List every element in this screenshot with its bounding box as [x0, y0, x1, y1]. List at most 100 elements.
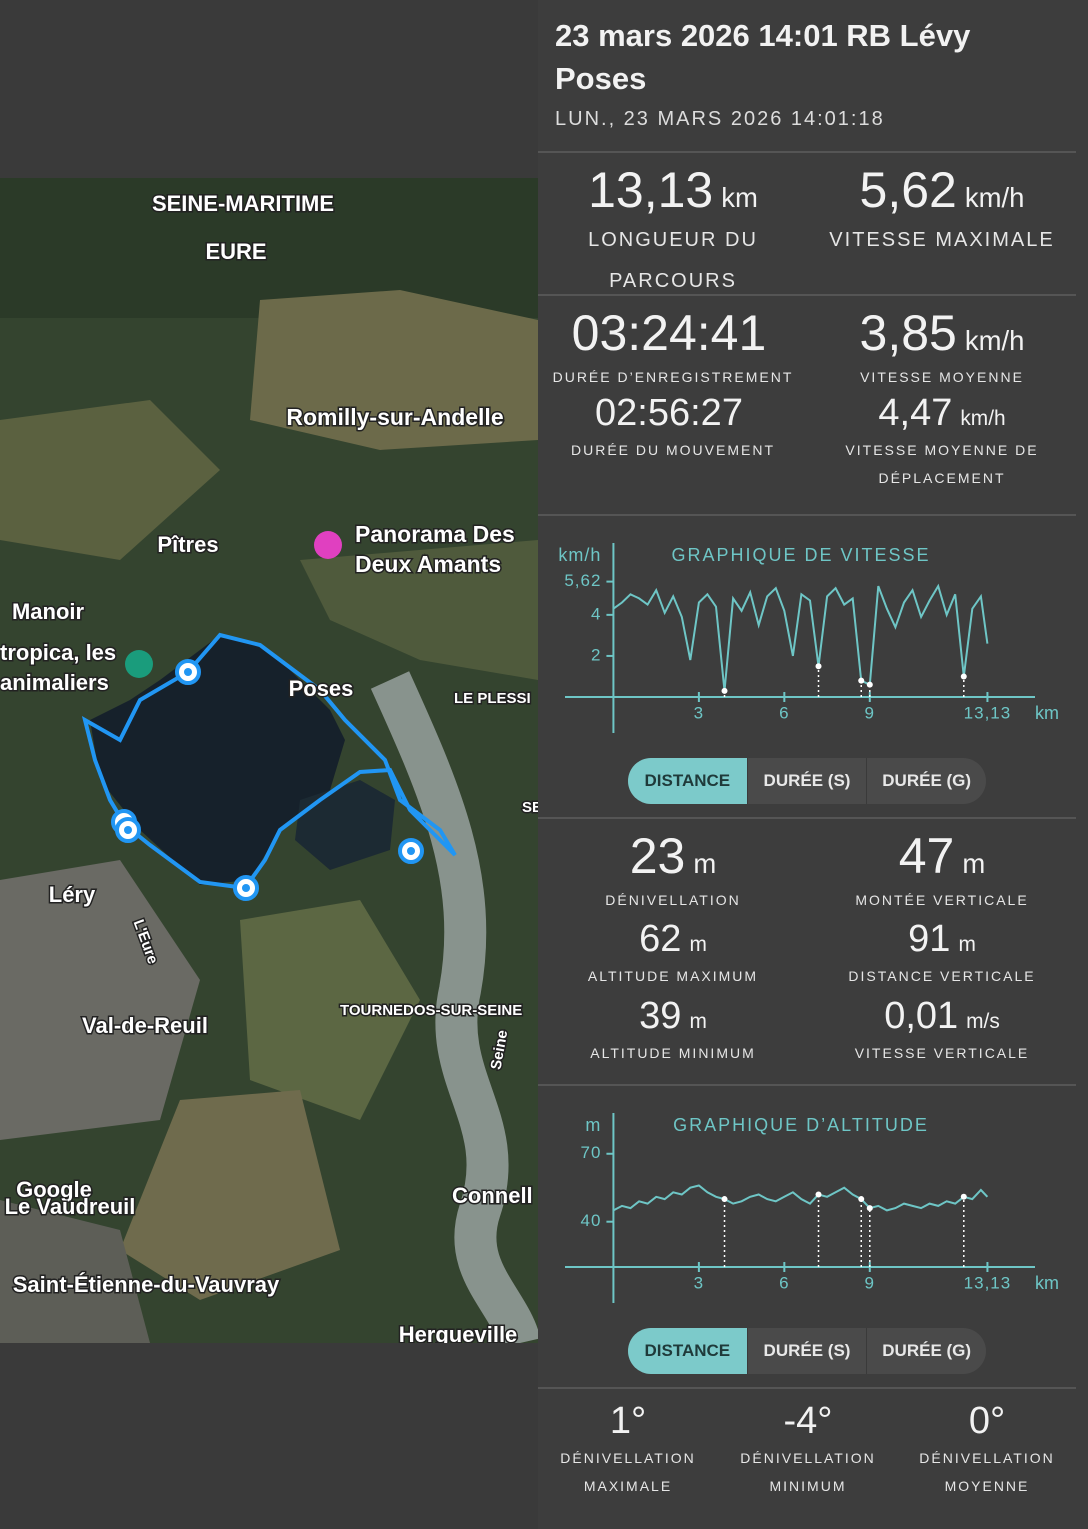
stat: 02:56:27 DURÉE DU MOUVEMENT: [523, 392, 823, 464]
stat-unit: m: [689, 933, 707, 956]
x-tick-label: 9: [865, 703, 875, 722]
pause-dot: [721, 687, 728, 694]
stat-value-row: 23 m: [523, 828, 823, 886]
stat-value: 62: [639, 918, 682, 960]
pause-dot: [866, 681, 873, 688]
stat-value: 23: [629, 828, 686, 884]
chart-title: GRAPHIQUE D’ALTITUDE: [673, 1115, 929, 1135]
stat-value-row: 3,85 km/h: [792, 305, 1088, 363]
stat-value-row: 91 m: [792, 918, 1088, 962]
stat-value-row: 62 m: [523, 918, 823, 962]
stat-value-row: 0,01 m/s: [792, 995, 1088, 1039]
pause-dot: [866, 1205, 873, 1212]
stat-value: 47: [898, 828, 955, 884]
y-axis-label: m: [585, 1115, 601, 1135]
stat-label: DÉNIVELLATION MOYENNE: [919, 1449, 1055, 1495]
x-axis-label: km: [1035, 1273, 1059, 1293]
stat: 4,47 km/h VITESSE MOYENNE DE DÉPLACEMENT: [792, 392, 1088, 493]
map-label: Hergueville: [399, 1322, 518, 1347]
toggle-button[interactable]: DISTANCE: [628, 1328, 747, 1374]
stat-label: VITESSE VERTICALE: [854, 1044, 1030, 1061]
stat-label: VITESSE MAXIMALE: [829, 228, 1055, 251]
map-label: Manoir: [12, 599, 85, 624]
toggle-group: DISTANCE DURÉE (S) DURÉE (G): [628, 1328, 986, 1374]
stat-unit: km/h: [964, 325, 1025, 356]
stat: 39 m ALTITUDE MINIMUM: [523, 995, 823, 1067]
x-tick-label: 13,13: [964, 1273, 1012, 1292]
stat-label: DÉNIVELLATION MINIMUM: [740, 1449, 876, 1495]
stat-unit: m: [693, 848, 717, 879]
stat-value: 4,47: [878, 392, 953, 434]
map-label: tropica, les: [0, 640, 116, 665]
toggle-button[interactable]: DURÉE (S): [746, 758, 867, 804]
toggle-group: DISTANCE DURÉE (S) DURÉE (G): [628, 758, 986, 804]
pause-dot: [858, 677, 865, 684]
x-tick-label: 13,13: [964, 703, 1012, 722]
toggle-button[interactable]: DURÉE (G): [866, 758, 986, 804]
stat-value-row: 47 m: [792, 828, 1088, 886]
map-label: SE: [522, 799, 542, 816]
stat-value: 3,85: [859, 305, 957, 361]
stat-label: VITESSE MOYENNE: [860, 368, 1024, 385]
stat-value-row: 13,13 km: [523, 162, 823, 220]
stat-value-row: 0°: [837, 1400, 1088, 1444]
map-label: Panorama Des: [355, 521, 515, 547]
stat-value: 0,01: [884, 995, 959, 1037]
map-label: Google: [16, 1177, 92, 1202]
stat-value: 03:24:41: [571, 305, 767, 361]
stat-value-row: 5,62 km/h: [792, 162, 1088, 220]
stat: 0° DÉNIVELLATION MOYENNE: [837, 1400, 1088, 1501]
pause-dot: [815, 1191, 822, 1198]
stat: 13,13 km LONGUEUR DU PARCOURS: [523, 162, 823, 302]
map-label: Romilly-sur-Andelle: [286, 404, 503, 430]
stat-value-row: 02:56:27: [523, 392, 823, 436]
data-line: [612, 1184, 989, 1212]
stat: 47 m MONTÉE VERTICALE: [792, 828, 1088, 914]
x-tick-label: 6: [779, 703, 789, 722]
subtitle: LUN., 23 MARS 2026 14:01:18: [555, 108, 885, 130]
stat-label: DÉNIVELLATION: [605, 891, 741, 908]
stat-value-row: 4,47 km/h: [792, 392, 1088, 436]
title: 23 mars 2026 14:01 RB Lévy Poses: [555, 18, 971, 96]
map-label: EURE: [205, 239, 266, 264]
data-line: [612, 583, 989, 691]
stat-label: DURÉE DU MOUVEMENT: [570, 441, 775, 458]
stat-unit: km: [721, 182, 758, 213]
stat: 62 m ALTITUDE MAXIMUM: [523, 918, 823, 990]
stat-label: VITESSE MOYENNE DE DÉPLACEMENT: [845, 441, 1039, 487]
toggle-button[interactable]: DISTANCE: [628, 758, 747, 804]
pause-dot: [960, 673, 967, 680]
x-tick-label: 3: [694, 1273, 704, 1292]
stat-value: 0°: [968, 1400, 1006, 1442]
toggle-button[interactable]: DURÉE (S): [746, 1328, 867, 1374]
stat-label: ALTITUDE MINIMUM: [590, 1044, 756, 1061]
stat-value: 1°: [609, 1400, 647, 1442]
stat: 23 m DÉNIVELLATION: [523, 828, 823, 914]
stat: 1° DÉNIVELLATION MAXIMALE: [478, 1400, 778, 1501]
x-axis-label: km: [1035, 703, 1059, 723]
stat-value: 5,62: [859, 162, 957, 218]
stat-value: -4°: [783, 1400, 833, 1442]
y-tick-label: 40: [581, 1211, 602, 1230]
map-label: Léry: [49, 882, 96, 907]
stat: 3,85 km/h VITESSE MOYENNE: [792, 305, 1088, 391]
stat: 0,01 m/s VITESSE VERTICALE: [792, 995, 1088, 1067]
x-tick-label: 3: [694, 703, 704, 722]
y-axis-label: km/h: [558, 545, 601, 565]
stat-unit: km/h: [960, 407, 1006, 430]
chart-title: GRAPHIQUE DE VITESSE: [671, 545, 930, 565]
map-label: Connell: [452, 1183, 533, 1208]
stat-value: 91: [908, 918, 951, 960]
stat-unit: m: [689, 1010, 707, 1033]
stat-value-row: -4°: [658, 1400, 958, 1444]
map-label: Saint-Étienne-du-Vauvray: [13, 1272, 280, 1297]
map-label: Deux Amants: [355, 551, 501, 577]
y-tick-label: 70: [581, 1143, 602, 1162]
stat-value-row: 39 m: [523, 995, 823, 1039]
stat-unit: km/h: [964, 182, 1025, 213]
toggle-button[interactable]: DURÉE (G): [866, 1328, 986, 1374]
stat: 5,62 km/h VITESSE MAXIMALE: [792, 162, 1088, 261]
stat: -4° DÉNIVELLATION MINIMUM: [658, 1400, 958, 1501]
stat-value: 02:56:27: [595, 392, 743, 434]
stat: 03:24:41 DURÉE D’ENREGISTREMENT: [523, 305, 823, 391]
